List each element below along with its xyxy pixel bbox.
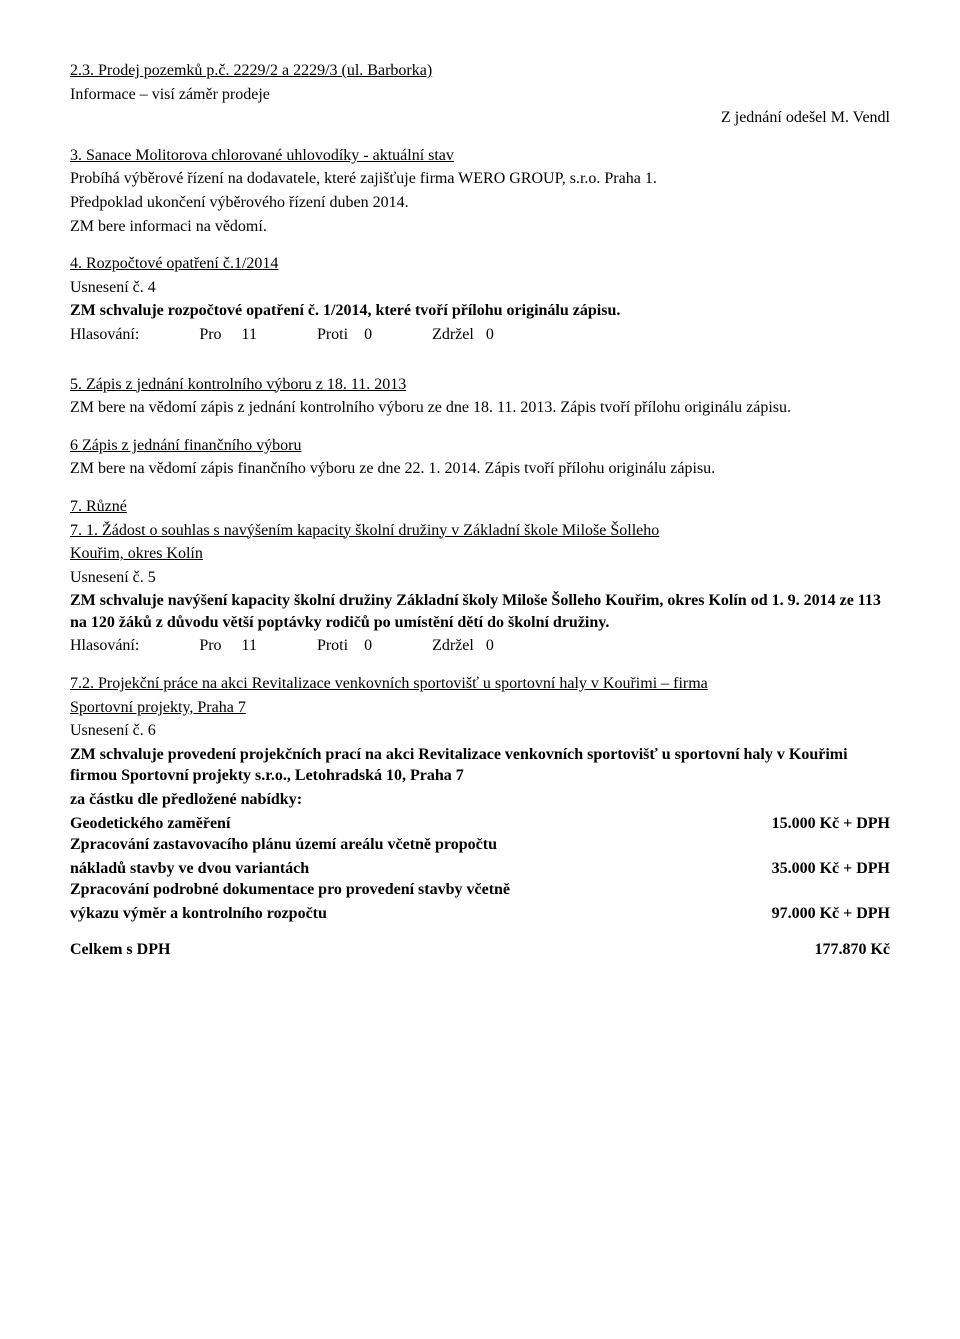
section-7-1-usneseni: Usnesení č. 5: [70, 567, 890, 589]
section-2-3-heading: 2.3. Prodej pozemků p.č. 2229/2 a 2229/3…: [70, 60, 890, 82]
section-4-vote: Hlasování: Pro 11 Proti 0 Zdržel 0: [70, 324, 890, 346]
section-7-2-heading-b: Sportovní projekty, Praha 7: [70, 697, 890, 719]
cost-row-2-label: nákladů stavby ve dvou variantách: [70, 858, 772, 880]
cost-row-2-value: 35.000 Kč + DPH: [772, 858, 890, 880]
section-7-2-usneseni: Usnesení č. 6: [70, 720, 890, 742]
section-4-heading: 4. Rozpočtové opatření č.1/2014: [70, 253, 890, 275]
section-4-bold: ZM schvaluje rozpočtové opatření č. 1/20…: [70, 300, 890, 322]
cost-row-1: Geodetického zaměření 15.000 Kč + DPH: [70, 813, 890, 835]
section-7-1-bold: ZM schvaluje navýšení kapacity školní dr…: [70, 590, 890, 633]
cost-row-3-value: 97.000 Kč + DPH: [772, 903, 890, 925]
section-3-line2: Předpoklad ukončení výběrového řízení du…: [70, 192, 890, 214]
cost-row-1-value: 15.000 Kč + DPH: [772, 813, 890, 835]
section-7-2-bold1: ZM schvaluje provedení projekčních prací…: [70, 744, 890, 787]
section-4-usneseni: Usnesení č. 4: [70, 277, 890, 299]
cost-total-label: Celkem s DPH: [70, 939, 814, 961]
section-5-line1: ZM bere na vědomí zápis z jednání kontro…: [70, 397, 890, 419]
section-3-line3: ZM bere informaci na vědomí.: [70, 216, 890, 238]
section-2-3-line: Informace – visí záměr prodeje: [70, 84, 890, 106]
section-3-heading: 3. Sanace Molitorova chlorované uhlovodí…: [70, 145, 890, 167]
section-6-line1: ZM bere na vědomí zápis finančního výbor…: [70, 458, 890, 480]
section-7-1-heading-a: 7. 1. Žádost o souhlas s navýšením kapac…: [70, 520, 890, 542]
section-7-1-vote: Hlasování: Pro 11 Proti 0 Zdržel 0: [70, 635, 890, 657]
section-7-2-bold2: za částku dle předložené nabídky:: [70, 789, 890, 811]
section-7-1-heading-b: Kouřim, okres Kolín: [70, 543, 890, 565]
cost-row-2: nákladů stavby ve dvou variantách 35.000…: [70, 858, 890, 880]
section-3-line1: Probíhá výběrové řízení na dodavatele, k…: [70, 168, 890, 190]
section-5-heading: 5. Zápis z jednání kontrolního výboru z …: [70, 374, 890, 396]
section-7-2-heading-a: 7.2. Projekční práce na akci Revitalizac…: [70, 673, 890, 695]
cost-row-3a: Zpracování podrobné dokumentace pro prov…: [70, 879, 890, 901]
section-6-heading: 6 Zápis z jednání finančního výboru: [70, 435, 890, 457]
cost-row-3: výkazu výměr a kontrolního rozpočtu 97.0…: [70, 903, 890, 925]
section-7-heading: 7. Různé: [70, 496, 890, 518]
cost-row-1-label: Geodetického zaměření: [70, 813, 772, 835]
cost-total-row: Celkem s DPH 177.870 Kč: [70, 939, 890, 961]
cost-row-2a: Zpracování zastavovacího plánu území are…: [70, 834, 890, 856]
section-2-3-right-note: Z jednání odešel M. Vendl: [70, 107, 890, 129]
cost-row-3-label: výkazu výměr a kontrolního rozpočtu: [70, 903, 772, 925]
cost-total-value: 177.870 Kč: [814, 939, 890, 961]
